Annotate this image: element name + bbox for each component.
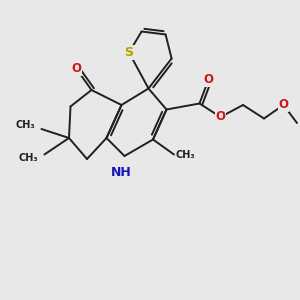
Text: CH₃: CH₃ [16, 120, 36, 130]
Text: CH₃: CH₃ [19, 153, 39, 163]
Text: O: O [278, 98, 289, 112]
Text: CH₃: CH₃ [176, 149, 195, 160]
Text: O: O [203, 73, 214, 86]
Text: O: O [71, 62, 82, 76]
Text: NH: NH [111, 166, 132, 179]
Text: O: O [215, 110, 226, 124]
Text: S: S [124, 46, 134, 59]
